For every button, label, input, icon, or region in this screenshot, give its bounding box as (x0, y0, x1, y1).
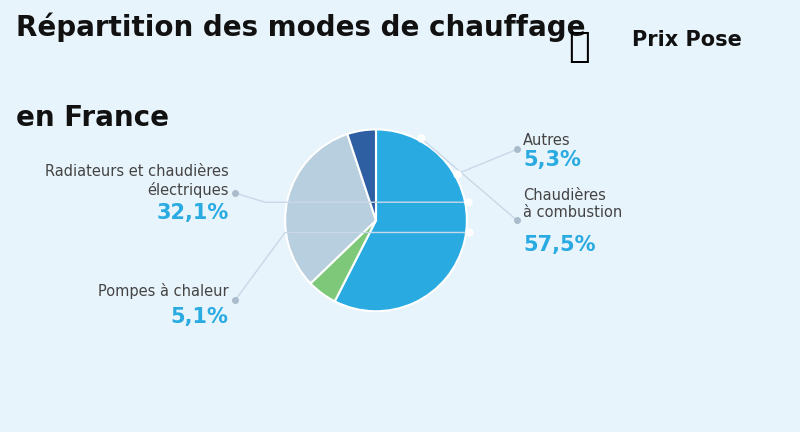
Text: Répartition des modes de chauffage: Répartition des modes de chauffage (16, 13, 586, 42)
Text: 5,3%: 5,3% (523, 150, 581, 170)
Text: Chaudières
à combustion: Chaudières à combustion (523, 188, 622, 220)
Wedge shape (285, 134, 376, 283)
Wedge shape (334, 130, 467, 311)
Text: 32,1%: 32,1% (157, 203, 229, 223)
Text: Autres: Autres (523, 133, 571, 148)
Text: Radiateurs et chaudières
électriques: Radiateurs et chaudières électriques (45, 165, 229, 198)
Text: 5,1%: 5,1% (171, 307, 229, 327)
Text: 57,5%: 57,5% (523, 235, 596, 255)
Text: en France: en France (16, 104, 169, 132)
Text: 👮: 👮 (568, 30, 590, 64)
Wedge shape (310, 220, 376, 302)
Wedge shape (347, 130, 376, 220)
Text: Pompes à chaleur: Pompes à chaleur (98, 283, 229, 299)
Text: Prix Pose: Prix Pose (632, 30, 742, 50)
